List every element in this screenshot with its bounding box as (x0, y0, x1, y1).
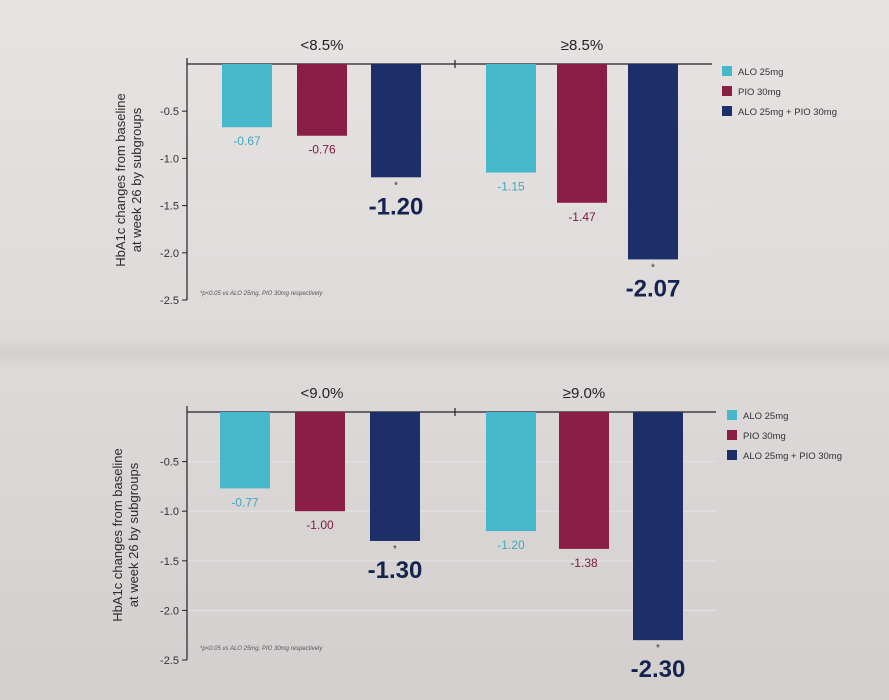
footnote: *p<0.05 vs ALO 25mg, PIO 30mg respective… (200, 646, 323, 652)
legend-label: ALO 25mg + PIO 30mg (743, 451, 842, 462)
y-tick-label: -0.5 (160, 106, 179, 118)
legend-label: PIO 30mg (743, 431, 786, 442)
data-label: -1.20 (369, 193, 424, 220)
legend-swatch (727, 410, 737, 420)
data-label: -0.67 (233, 134, 261, 148)
legend-swatch (727, 430, 737, 440)
data-label: -1.20 (497, 538, 525, 552)
y-tick-label: -2.5 (160, 295, 179, 307)
legend-label: ALO 25mg (743, 411, 788, 422)
significance-marker: * (394, 180, 398, 191)
y-tick-label: -1.5 (160, 556, 179, 568)
legend-swatch (722, 86, 732, 96)
bar (220, 412, 270, 489)
hba1c-chart-top: -0.5 -1.0 -1.5 -2.0 -2.5 HbA1c changes from b… (113, 37, 837, 307)
y-axis-title-line: at week 26 by subgroups (126, 462, 141, 607)
y-tick-label: -2.0 (160, 248, 179, 260)
bar (371, 64, 421, 178)
data-label: -1.15 (497, 180, 525, 194)
data-label: -1.00 (306, 518, 334, 532)
data-label: -0.76 (308, 143, 336, 157)
footnote: *p<0.05 vs ALO 25mg, PIO 30mg respective… (200, 291, 323, 297)
y-tick-label: -2.5 (160, 655, 179, 667)
category-label: ≥9.0% (563, 385, 605, 402)
fold-shadow (0, 338, 889, 368)
y-tick-label: -1.0 (160, 153, 179, 165)
y-axis-title-line: HbA1c changes from baseline (113, 93, 128, 266)
data-label: -1.30 (368, 557, 423, 584)
legend-swatch (722, 66, 732, 76)
significance-marker: * (393, 544, 397, 555)
y-tick-label: -2.0 (160, 605, 179, 617)
category-label: ≥8.5% (561, 37, 603, 54)
data-label: -0.77 (231, 495, 259, 509)
y-tick-label: -1.0 (160, 506, 179, 518)
legend-swatch (722, 106, 732, 116)
category-label: <9.0% (301, 385, 344, 402)
category-label: <8.5% (301, 37, 344, 54)
data-label: -1.47 (568, 210, 596, 224)
bar (559, 412, 609, 549)
legend-label: ALO 25mg + PIO 30mg (738, 107, 837, 118)
y-axis-title: HbA1c changes from baseline at week 26 by… (113, 93, 144, 266)
data-label: -1.38 (570, 556, 598, 570)
legend-swatch (727, 450, 737, 460)
data-label: -2.30 (631, 656, 686, 683)
significance-marker: * (651, 262, 655, 273)
y-axis-title-line: at week 26 by subgroups (129, 107, 144, 252)
y-axis-title-line: HbA1c changes from baseline (110, 448, 125, 621)
bar (628, 64, 678, 260)
bar (486, 412, 536, 532)
hba1c-chart-bottom: -0.5 -1.0 -1.5 -2.0 -2.5 HbA1c changes from b… (110, 385, 842, 683)
y-axis-title: HbA1c changes from baseline at week 26 by… (110, 448, 141, 621)
bar (297, 64, 347, 136)
significance-marker: * (656, 643, 660, 654)
legend-label: ALO 25mg (738, 67, 783, 78)
bar (486, 64, 536, 173)
y-tick-label: -0.5 (160, 457, 179, 469)
data-label: -2.07 (626, 275, 681, 302)
bar (557, 64, 607, 203)
y-tick-label: -1.5 (160, 201, 179, 213)
bar (222, 64, 272, 128)
bar (370, 412, 420, 541)
bar (295, 412, 345, 512)
bar (633, 412, 683, 641)
legend-label: PIO 30mg (738, 87, 781, 98)
